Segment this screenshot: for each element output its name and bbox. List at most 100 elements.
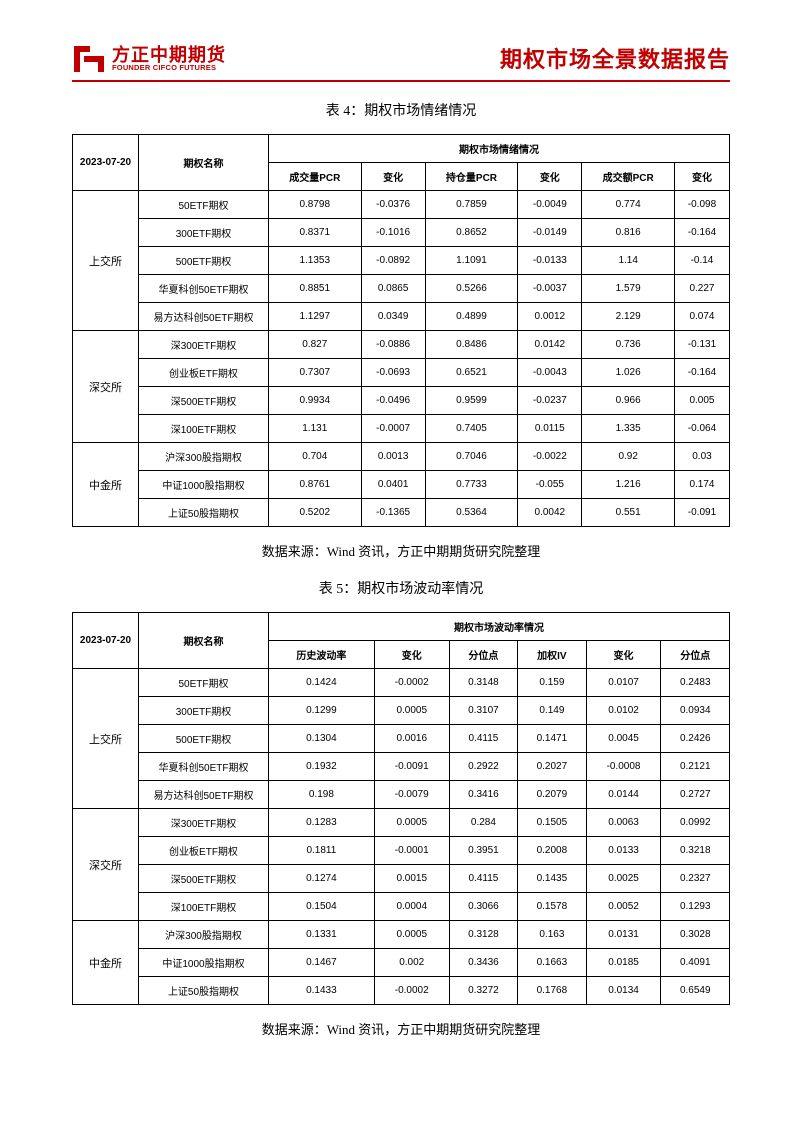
data-cell: 1.579 [582, 275, 675, 303]
data-cell: -0.0002 [374, 977, 449, 1005]
page-header: 方正中期期货 FOUNDER CIFCO FUTURES 期权市场全景数据报告 [72, 42, 730, 82]
option-name-header: 期权名称 [139, 135, 269, 191]
table-row: 深100ETF期权0.15040.00040.30660.15780.00520… [73, 893, 730, 921]
data-cell: 1.1297 [269, 303, 362, 331]
option-name-header: 期权名称 [139, 613, 269, 669]
exchange-cell: 中金所 [73, 443, 139, 527]
data-cell: 0.7859 [425, 191, 518, 219]
data-cell: 0.2008 [518, 837, 586, 865]
table-row: 300ETF期权0.12990.00050.31070.1490.01020.0… [73, 697, 730, 725]
data-cell: 0.0865 [361, 275, 425, 303]
table-row: 300ETF期权0.8371-0.10160.8652-0.01490.816-… [73, 219, 730, 247]
table4: 2023-07-20期权名称期权市场情绪情况成交量PCR变化持仓量PCR变化成交… [72, 134, 730, 527]
table4-source: 数据来源：Wind 资讯，方正中期期货研究院整理 [72, 541, 730, 560]
logo-icon [72, 44, 106, 74]
data-cell: 0.2079 [518, 781, 586, 809]
data-cell: 0.4091 [661, 949, 730, 977]
data-cell: 0.1932 [269, 753, 375, 781]
data-cell: -0.0149 [518, 219, 582, 247]
data-cell: 0.0013 [361, 443, 425, 471]
data-cell: 0.8371 [269, 219, 362, 247]
data-cell: 0.0063 [586, 809, 661, 837]
data-cell: 0.5266 [425, 275, 518, 303]
option-name-cell: 深300ETF期权 [139, 809, 269, 837]
data-cell: 0.2027 [518, 753, 586, 781]
option-name-cell: 易方达科创50ETF期权 [139, 781, 269, 809]
table-row: 500ETF期权0.13040.00160.41150.14710.00450.… [73, 725, 730, 753]
report-title: 期权市场全景数据报告 [500, 42, 730, 74]
option-name-cell: 300ETF期权 [139, 219, 269, 247]
data-cell: 0.0992 [661, 809, 730, 837]
logo-text-en: FOUNDER CIFCO FUTURES [112, 64, 226, 72]
data-cell: 0.7307 [269, 359, 362, 387]
table-row: 上交所50ETF期权0.8798-0.03760.7859-0.00490.77… [73, 191, 730, 219]
data-cell: 0.0005 [374, 697, 449, 725]
data-cell: -0.0008 [586, 753, 661, 781]
group-header: 期权市场波动率情况 [269, 613, 730, 641]
option-name-cell: 沪深300股指期权 [139, 921, 269, 949]
column-header: 分位点 [661, 641, 730, 669]
column-header: 成交额PCR [582, 163, 675, 191]
data-cell: 0.1504 [269, 893, 375, 921]
option-name-cell: 500ETF期权 [139, 725, 269, 753]
data-cell: 0.6549 [661, 977, 730, 1005]
data-cell: 0.7405 [425, 415, 518, 443]
data-cell: 0.1467 [269, 949, 375, 977]
data-cell: 0.1331 [269, 921, 375, 949]
data-cell: 0.163 [518, 921, 586, 949]
column-header: 变化 [518, 163, 582, 191]
option-name-cell: 50ETF期权 [139, 191, 269, 219]
table-row: 上交所50ETF期权0.1424-0.00020.31480.1590.0107… [73, 669, 730, 697]
data-cell: 0.827 [269, 331, 362, 359]
data-cell: 0.284 [449, 809, 517, 837]
data-cell: 0.8652 [425, 219, 518, 247]
option-name-cell: 中证1000股指期权 [139, 949, 269, 977]
option-name-cell: 华夏科创50ETF期权 [139, 275, 269, 303]
option-name-cell: 上证50股指期权 [139, 977, 269, 1005]
data-cell: 0.736 [582, 331, 675, 359]
data-cell: 1.1091 [425, 247, 518, 275]
data-cell: -0.0001 [374, 837, 449, 865]
data-cell: -0.0496 [361, 387, 425, 415]
data-cell: 0.0142 [518, 331, 582, 359]
data-cell: -0.0079 [374, 781, 449, 809]
data-cell: 0.9599 [425, 387, 518, 415]
data-cell: 0.1304 [269, 725, 375, 753]
data-cell: 1.026 [582, 359, 675, 387]
data-cell: -0.0376 [361, 191, 425, 219]
table-row: 易方达科创50ETF期权1.12970.03490.48990.00122.12… [73, 303, 730, 331]
data-cell: 0.0934 [661, 697, 730, 725]
data-cell: 0.227 [674, 275, 729, 303]
data-cell: 0.198 [269, 781, 375, 809]
data-cell: 1.335 [582, 415, 675, 443]
column-header: 变化 [586, 641, 661, 669]
data-cell: 0.4115 [449, 725, 517, 753]
table5-caption: 表 5：期权市场波动率情况 [72, 578, 730, 598]
data-cell: -0.0049 [518, 191, 582, 219]
data-cell: 0.9934 [269, 387, 362, 415]
table-row: 中证1000股指期权0.14670.0020.34360.16630.01850… [73, 949, 730, 977]
data-cell: 0.1433 [269, 977, 375, 1005]
data-cell: 0.1274 [269, 865, 375, 893]
data-cell: 0.5202 [269, 499, 362, 527]
data-cell: 0.2483 [661, 669, 730, 697]
data-cell: 0.0015 [374, 865, 449, 893]
data-cell: 0.8761 [269, 471, 362, 499]
data-cell: -0.0037 [518, 275, 582, 303]
group-header: 期权市场情绪情况 [269, 135, 730, 163]
option-name-cell: 易方达科创50ETF期权 [139, 303, 269, 331]
table5-source: 数据来源：Wind 资讯，方正中期期货研究院整理 [72, 1019, 730, 1038]
exchange-cell: 上交所 [73, 191, 139, 331]
data-cell: 0.3028 [661, 921, 730, 949]
data-cell: -0.0091 [374, 753, 449, 781]
data-cell: 0.8851 [269, 275, 362, 303]
data-cell: 0.4115 [449, 865, 517, 893]
data-cell: -0.064 [674, 415, 729, 443]
exchange-cell: 深交所 [73, 809, 139, 921]
data-cell: 0.92 [582, 443, 675, 471]
data-cell: -0.091 [674, 499, 729, 527]
data-cell: -0.0007 [361, 415, 425, 443]
exchange-cell: 深交所 [73, 331, 139, 443]
data-cell: 0.704 [269, 443, 362, 471]
data-cell: 0.0102 [586, 697, 661, 725]
